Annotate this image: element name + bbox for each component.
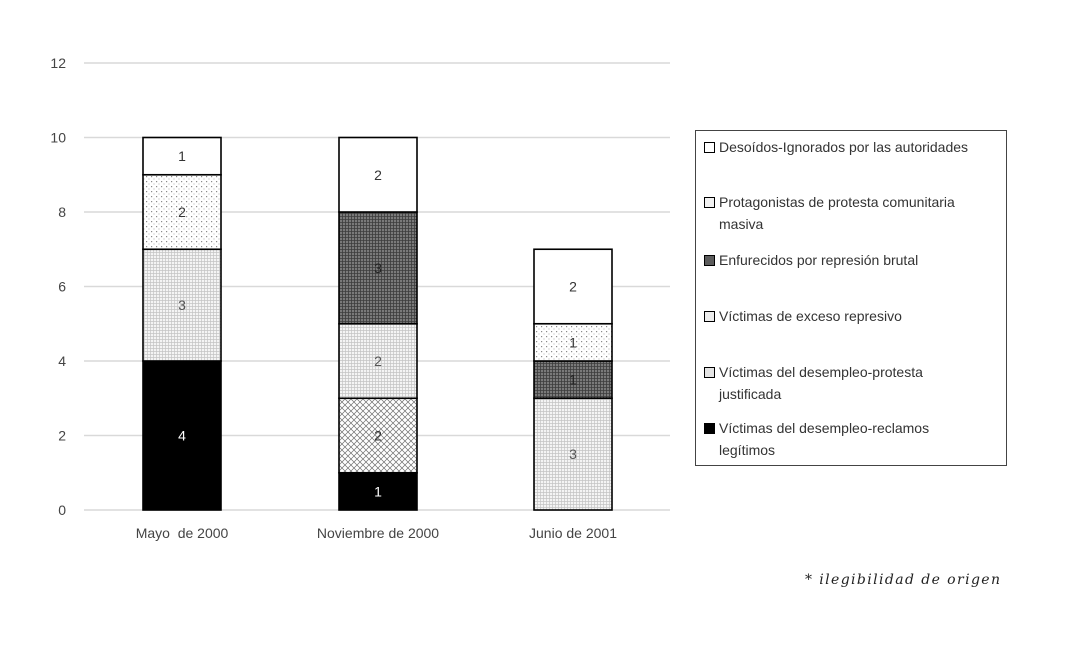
bar-segment [533,360,613,400]
legend-item: Víctimas de exceso represivo [704,305,1000,327]
data-label: 2 [374,353,382,369]
bar-segment [338,471,418,511]
legend-label: Protagonistas de protesta comunitaria mas… [719,191,955,235]
x-tick-label: Noviembre de 2000 [317,525,439,541]
bar-segment [338,322,418,400]
x-tick-label: Mayo de 2000 [136,525,229,541]
legend-swatch [704,197,715,208]
legend-label-line: legítimos [719,442,776,458]
legend-label-line: Víctimas del desempleo-protesta [719,364,923,380]
legend-label-line: masiva [719,216,764,232]
bar-segment [142,136,222,176]
legend-swatch [704,423,715,434]
legend-label: Enfurecidos por represión brutal [719,249,918,271]
x-axis-labels: Mayo de 2000 Noviembre de 2000 Junio de 20… [136,525,618,541]
bar-stack: 4 3 2 1 [142,136,222,511]
legend-swatch [704,311,715,322]
y-tick-label: 0 [58,502,66,518]
legend-label: Víctimas del desempleo-reclamos legítimos [719,417,929,461]
data-label: 2 [374,428,382,444]
footnote: * ilegibilidad de origen [805,572,1002,588]
y-tick-label: 8 [58,204,66,220]
bar-segment [142,173,222,251]
legend-label-line: Víctimas del desempleo-reclamos [719,420,930,436]
data-label: 2 [178,204,186,220]
legend-label: Víctimas de exceso represivo [719,305,902,327]
legend-swatch [704,255,715,266]
bar-segment [142,248,222,362]
y-tick-label: 2 [58,428,66,444]
bar-segment [338,397,418,474]
data-label: 1 [178,148,186,164]
legend-item: Víctimas del desempleo-protesta justifica… [704,361,1000,405]
bar-segment [533,397,613,511]
legend-label-line: justificada [719,386,782,402]
legend: Desoídos-Ignorados por las autoridades Pr… [695,130,1007,466]
legend-label-line: Víctimas de exceso represivo [719,308,902,324]
legend-swatch [704,367,715,378]
legend-label-line: Protagonistas de protesta comunitaria [719,194,955,210]
legend-item: Víctimas del desempleo-reclamos legítimos [704,417,1000,461]
y-tick-label: 12 [50,55,66,71]
legend-item: Protagonistas de protesta comunitaria mas… [704,191,1000,235]
bar-segment [533,248,613,325]
bar-segment [533,322,613,362]
bar-segment [338,136,418,213]
bar-stack: 3 1 1 2 [533,248,613,511]
data-label: 1 [374,483,382,499]
data-label: 1 [569,334,577,350]
data-label: 3 [569,446,577,462]
x-tick-label: Junio de 2001 [529,525,617,541]
legend-item: Enfurecidos por represión brutal [704,249,1000,271]
bar-segment [338,211,418,325]
data-label: 3 [374,260,382,276]
data-label: 2 [374,167,382,183]
y-tick-label: 4 [58,353,66,369]
data-label: 2 [569,279,577,295]
legend-label-line: Enfurecidos por represión brutal [719,252,919,268]
data-label: 1 [569,372,577,388]
bar-stack: 1 2 2 3 2 [338,136,418,511]
legend-item: Desoídos-Ignorados por las autoridades [704,136,1000,158]
legend-label: Víctimas del desempleo-protesta justifica… [719,361,923,405]
legend-label-line: Desoídos-Ignorados por las autoridades [719,139,969,155]
y-axis-ticks: 0 2 4 6 8 10 12 [50,55,66,518]
y-tick-label: 6 [58,279,66,295]
data-label: 3 [178,297,186,313]
bar-segment [142,360,222,511]
legend-swatch [704,142,715,153]
legend-label: Desoídos-Ignorados por las autoridades [719,136,968,158]
bars: 4 3 2 1 1 2 2 3 2 3 1 1 2 [142,136,613,511]
data-label: 4 [178,428,186,444]
y-tick-label: 10 [50,130,66,146]
